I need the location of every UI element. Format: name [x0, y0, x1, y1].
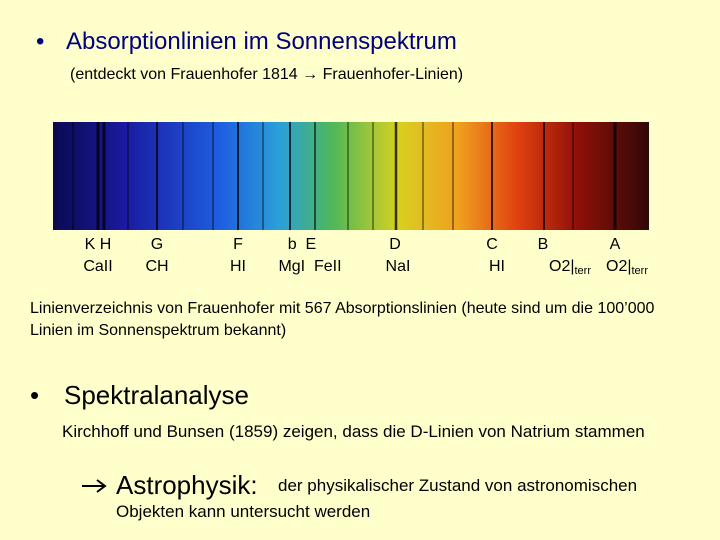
bullet: •: [36, 28, 45, 55]
element-label: O2|terr: [606, 256, 648, 282]
line-name: K H: [84, 236, 112, 253]
element-label: NaI: [386, 256, 411, 278]
line-name: A: [609, 236, 621, 253]
line-name: b E: [287, 236, 317, 253]
subtitle: (entdeckt von Frauenhofer 1814 → Frauenh…: [70, 66, 464, 83]
line-name: D: [389, 236, 401, 253]
conclusion-text: der physikalischer Zustand von astronomi…: [278, 476, 638, 495]
element-name: CaII: [83, 258, 113, 275]
element-name: MgI FeII: [278, 258, 342, 275]
line-name: B: [537, 236, 549, 253]
element-label: HI: [230, 256, 246, 278]
element-subscript: terr: [574, 265, 592, 277]
element-name: HI: [230, 258, 246, 275]
spectrum-image: [53, 122, 649, 230]
conclusion-head: Astrophysik:: [116, 470, 258, 500]
arrow-icon: [82, 479, 107, 493]
line-name: C: [486, 236, 498, 253]
element-label: CaII: [83, 256, 112, 278]
element-subscript: terr: [631, 265, 649, 277]
conclusion-text: Objekten kann untersucht werden: [116, 502, 371, 521]
section-text: Kirchhoff und Bunsen (1859) zeigen, dass…: [62, 422, 645, 441]
line-name: G: [150, 236, 164, 253]
title: Absorptionlinien im Sonnenspektrum: [66, 28, 457, 55]
element-label: O2|terr: [549, 256, 591, 282]
element-label: MgI FeII: [278, 256, 341, 278]
element-name: CH: [145, 258, 169, 275]
element-label: CH: [145, 256, 168, 278]
element-label: HI: [489, 256, 505, 278]
element-name: NaI: [385, 258, 411, 275]
element-name: O2|: [606, 258, 632, 275]
element-name: O2|: [549, 258, 575, 275]
note: Linienverzeichnis von Frauenhofer mit 56…: [30, 300, 655, 339]
section-title: Spektralanalyse: [64, 380, 249, 410]
line-name: F: [233, 236, 243, 253]
bullet: •: [30, 380, 40, 410]
element-name: HI: [489, 258, 505, 275]
